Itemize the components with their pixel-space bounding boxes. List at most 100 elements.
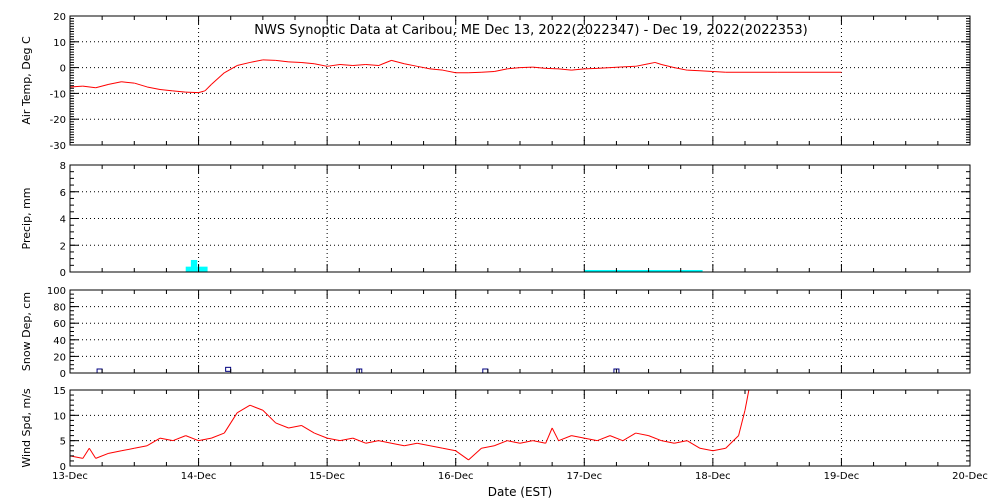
y-tick-label: 20 [53, 352, 66, 363]
wind-speed-line-segment [674, 440, 688, 444]
wind-speed-line-segment [172, 435, 186, 442]
y-tick-label: 10 [53, 38, 66, 49]
y-tick-label: 4 [60, 215, 66, 226]
air-temp-line-segment [95, 83, 109, 89]
air-temp-line-segment [442, 69, 456, 74]
air-temp-line-segment [635, 63, 649, 67]
x-tick-label: 13-Dec [52, 471, 88, 482]
air-temp-line-segment [134, 82, 148, 88]
panel-air-temp: -30 -20 -10 0 10 20 Air Temp, Deg C [20, 12, 971, 152]
wind-speed-ticks: 0 5 10 15 [53, 386, 971, 473]
chart-title: NWS Synoptic Data at Caribou, ME Dec 13,… [254, 23, 807, 38]
wind-speed-line-segment [301, 425, 315, 434]
air-temp-line-segment [687, 69, 701, 72]
air-temp-line-segment [262, 59, 276, 61]
x-tick-label: 15-Dec [309, 471, 345, 482]
y-tick-label: 0 [60, 268, 66, 279]
air-temp-line-segment [609, 66, 623, 69]
panel-precip: 0 2 4 6 8 Precip, mm [20, 161, 971, 279]
wind-speed-line-segment [699, 447, 713, 452]
snow-depth-ticks: 0 20 40 60 80 100 [47, 286, 971, 380]
wind-speed-line-segment [88, 447, 97, 459]
y-tick-label: 80 [53, 303, 66, 314]
air-temp-line-segment [654, 61, 662, 65]
panel-wind-speed: 0 5 10 15 Wind Spd, m/s [20, 386, 971, 473]
y-tick-label: 0 [60, 462, 66, 473]
air-temp-line-segment [417, 65, 431, 70]
wind-speed-frame [69, 389, 971, 467]
snow-depth-ylabel: Snow Dep, cm [20, 292, 33, 371]
y-tick-label: -30 [50, 141, 66, 152]
wind-speed-line-segment [198, 437, 212, 442]
x-tick-label: 17-Dec [566, 471, 602, 482]
wind-speed-line-segment [429, 445, 443, 449]
air-temp-line-segment [237, 61, 251, 67]
air-temp-line-segment [365, 64, 379, 67]
air-temp-line-segment [622, 65, 636, 68]
wind-speed-line-segment [82, 447, 90, 459]
wind-speed-line-segment [551, 427, 560, 441]
y-tick-label: 60 [53, 319, 66, 330]
snow-depth-frame [69, 289, 971, 374]
air-temp-line-segment [314, 63, 328, 67]
precip-marks [185, 259, 703, 272]
wind-speed-line-segment [481, 445, 495, 449]
air-temp-line-segment [172, 90, 186, 93]
y-tick-label: 6 [60, 188, 66, 199]
air-temp-line-segment [211, 72, 225, 85]
air-temp-line-segment [507, 67, 521, 70]
wind-speed-line-segment [545, 427, 553, 444]
air-temp-line-segment [204, 84, 212, 92]
air-temp-line-segment [339, 64, 353, 67]
wind-speed-line-segment [211, 432, 225, 439]
y-tick-label: 5 [60, 437, 66, 448]
wind-speed-grid [70, 390, 970, 466]
y-tick-label: 0 [60, 64, 66, 75]
air-temp-ylabel: Air Temp, Deg C [20, 36, 33, 125]
wind-speed-line-segment [262, 409, 277, 424]
air-temp-line-segment [159, 89, 173, 92]
wind-speed-line-segment [134, 445, 148, 449]
wind-speed-line-segment [339, 437, 353, 442]
y-tick-label: 100 [47, 286, 66, 297]
wind-speed-line-segment [352, 437, 366, 444]
precip-ylabel: Precip, mm [20, 188, 33, 250]
precip-bar [190, 259, 198, 272]
wind-speed-line-segment [249, 404, 264, 411]
air-temp-line-segment [108, 81, 122, 85]
wind-speed-line-segment [648, 435, 662, 442]
wind-speed-line-segment [571, 435, 585, 439]
air-temp-marks [69, 59, 842, 94]
air-temp-line-segment [69, 85, 83, 88]
air-temp-line-segment [378, 59, 392, 67]
wind-speed-line-segment [494, 440, 508, 447]
wind-speed-line-segment [738, 410, 746, 436]
wind-speed-marks [69, 389, 750, 461]
air-temp-line-segment [558, 68, 572, 71]
wind-speed-line-segment [288, 424, 302, 429]
air-temp-line-segment [584, 67, 598, 70]
wind-speed-line-segment [391, 442, 405, 447]
panel-snow-depth: 0 20 40 60 80 100 Snow Dep, cm [20, 286, 971, 380]
wind-speed-line-segment [519, 440, 533, 444]
wind-speed-line-segment [365, 440, 379, 444]
wind-speed-line-segment [507, 440, 521, 444]
air-temp-line-segment [545, 67, 559, 70]
wind-speed-line-segment [609, 435, 624, 442]
air-temp-line-segment [327, 64, 341, 67]
x-tick-label: 14-Dec [181, 471, 217, 482]
y-tick-label: 2 [60, 241, 66, 252]
air-temp-line-segment [648, 61, 656, 65]
wind-speed-line-segment [417, 442, 431, 447]
air-temp-grid [70, 16, 970, 145]
wind-speed-line-segment [661, 440, 675, 444]
x-tick-label: 20-Dec [952, 471, 988, 482]
air-temp-line-segment [147, 86, 161, 91]
wind-speed-line-segment [327, 437, 341, 442]
air-temp-line-segment [597, 67, 611, 69]
y-tick-label: -20 [50, 115, 66, 126]
air-temp-line-segment [249, 59, 263, 63]
air-temp-line-segment [481, 70, 495, 73]
wind-speed-line-segment [121, 447, 135, 452]
